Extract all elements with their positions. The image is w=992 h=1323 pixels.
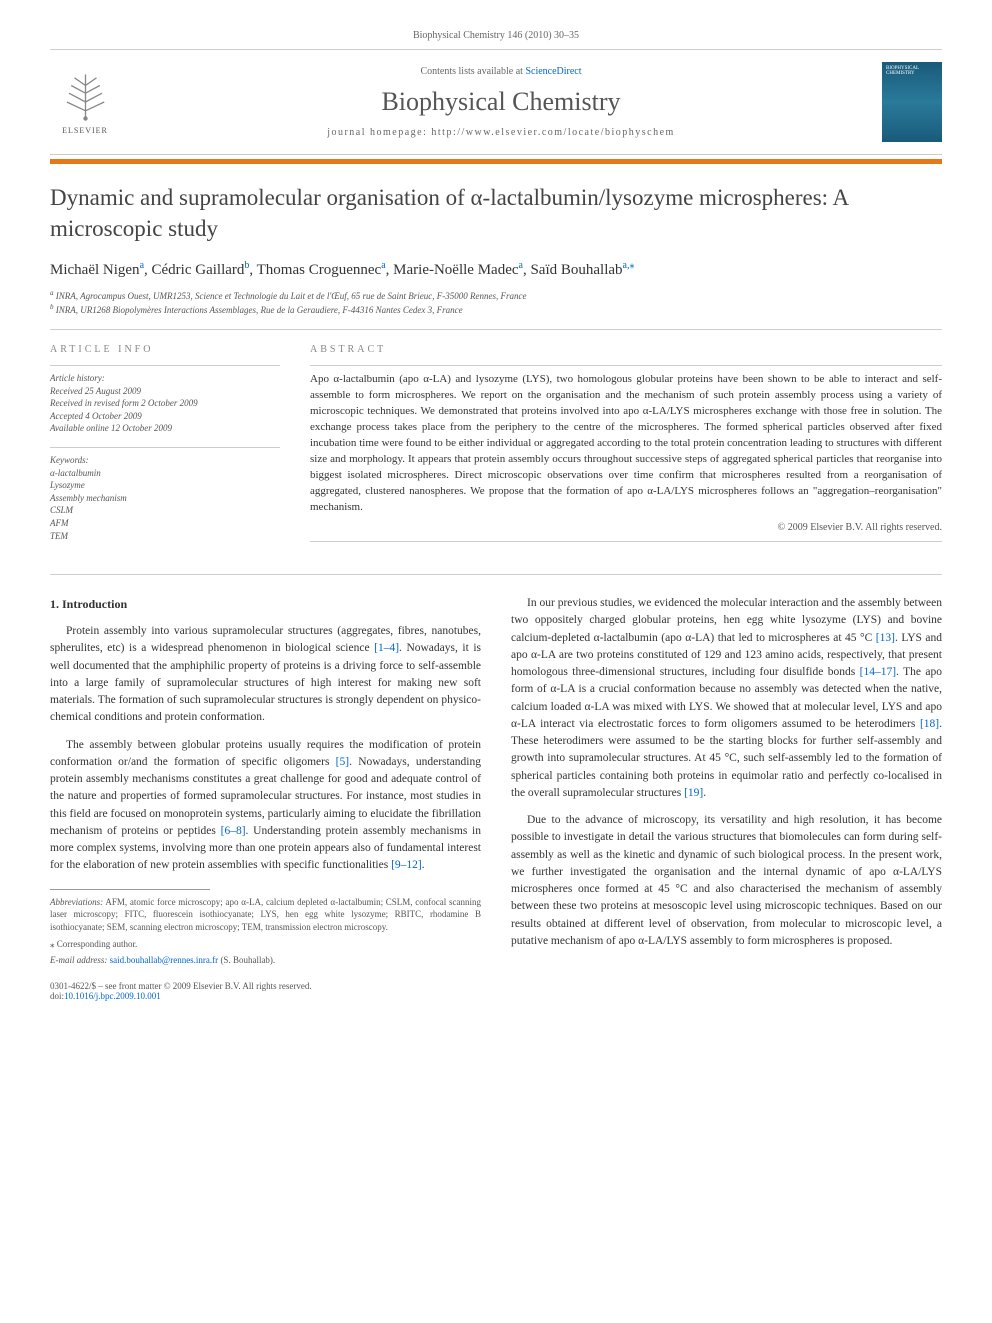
ref-link[interactable]: [18] (920, 718, 939, 730)
doi-link[interactable]: 10.1016/j.bpc.2009.10.001 (64, 991, 161, 1001)
ref-link[interactable]: [19] (684, 787, 703, 799)
doi-line: doi:10.1016/j.bpc.2009.10.001 (50, 991, 942, 1001)
keywords-block: Keywords: α-lactalbumin Lysozyme Assembl… (50, 454, 280, 542)
page-container: Biophysical Chemistry 146 (2010) 30–35 E… (0, 0, 992, 1031)
author: Michaël Nigena (50, 262, 144, 278)
abstract-copyright: © 2009 Elsevier B.V. All rights reserved… (310, 522, 942, 533)
ref-link[interactable]: [9–12] (391, 859, 422, 871)
running-head: Biophysical Chemistry 146 (2010) 30–35 (50, 30, 942, 41)
ref-link[interactable]: [5] (336, 756, 349, 768)
left-column: 1. Introduction Protein assembly into va… (50, 595, 481, 970)
divider (310, 541, 942, 542)
divider (50, 365, 280, 366)
ref-link[interactable]: [14–17] (860, 666, 896, 678)
divider (50, 447, 280, 448)
homepage-line: journal homepage: http://www.elsevier.co… (120, 127, 882, 138)
sciencedirect-link[interactable]: ScienceDirect (525, 66, 581, 77)
affiliation: b INRA, UR1268 Biopolymères Interactions… (50, 303, 942, 315)
authors-line: Michaël Nigena, Cédric Gaillardb, Thomas… (50, 260, 942, 279)
author: Marie-Noëlle Madeca (393, 262, 523, 278)
divider (50, 574, 942, 575)
banner: ELSEVIER Contents lists available at Sci… (50, 49, 942, 155)
affiliation: a INRA, Agrocampus Ouest, UMR1253, Scien… (50, 289, 942, 301)
right-column: In our previous studies, we evidenced th… (511, 595, 942, 970)
author: Thomas Croguenneca (257, 262, 386, 278)
ref-link[interactable]: [1–4] (374, 642, 399, 654)
abstract-text: Apo α-lactalbumin (apo α-LA) and lysozym… (310, 372, 942, 515)
banner-center: Contents lists available at ScienceDirec… (120, 66, 882, 138)
ref-link[interactable]: [6–8] (221, 825, 246, 837)
abbreviations-footnote: Abbreviations: AFM, atomic force microsc… (50, 896, 481, 934)
body-two-column: 1. Introduction Protein assembly into va… (50, 595, 942, 970)
section-heading: 1. Introduction (50, 595, 481, 613)
paragraph: Due to the advance of microscopy, its ve… (511, 812, 942, 950)
divider (50, 329, 942, 330)
article-title: Dynamic and supramolecular organisation … (50, 182, 942, 244)
abstract-column: ABSTRACT Apo α-lactalbumin (apo α-LA) an… (310, 344, 942, 554)
email-link[interactable]: said.bouhallab@rennes.inra.fr (110, 955, 219, 965)
journal-name: Biophysical Chemistry (120, 87, 882, 117)
bottom-metadata: 0301-4622/$ – see front matter © 2009 El… (50, 981, 942, 1001)
ref-link[interactable]: [13] (876, 632, 895, 644)
corresponding-footnote: ⁎ Corresponding author. (50, 938, 481, 951)
paragraph: Protein assembly into various supramolec… (50, 623, 481, 727)
paragraph: The assembly between globular proteins u… (50, 737, 481, 875)
author: Saïd Bouhallaba,⁎ (530, 262, 634, 278)
author: Cédric Gaillardb (152, 262, 250, 278)
journal-cover-thumb: BIOPHYSICAL CHEMISTRY (882, 62, 942, 142)
publisher-name: ELSEVIER (62, 126, 108, 135)
publisher-logo: ELSEVIER (50, 67, 120, 137)
footnote-divider (50, 889, 210, 890)
divider (310, 365, 942, 366)
abstract-heading: ABSTRACT (310, 344, 942, 355)
corresponding-star-icon: ⁎ (630, 260, 635, 271)
elsevier-tree-icon (58, 69, 113, 124)
article-history: Article history: Received 25 August 2009… (50, 372, 280, 435)
info-abstract-row: ARTICLE INFO Article history: Received 2… (50, 344, 942, 554)
article-info-heading: ARTICLE INFO (50, 344, 280, 355)
contents-line: Contents lists available at ScienceDirec… (120, 66, 882, 77)
issn-line: 0301-4622/$ – see front matter © 2009 El… (50, 981, 942, 991)
email-footnote: E-mail address: said.bouhallab@rennes.in… (50, 954, 481, 967)
accent-bar (50, 159, 942, 164)
article-info-column: ARTICLE INFO Article history: Received 2… (50, 344, 280, 554)
paragraph: In our previous studies, we evidenced th… (511, 595, 942, 802)
